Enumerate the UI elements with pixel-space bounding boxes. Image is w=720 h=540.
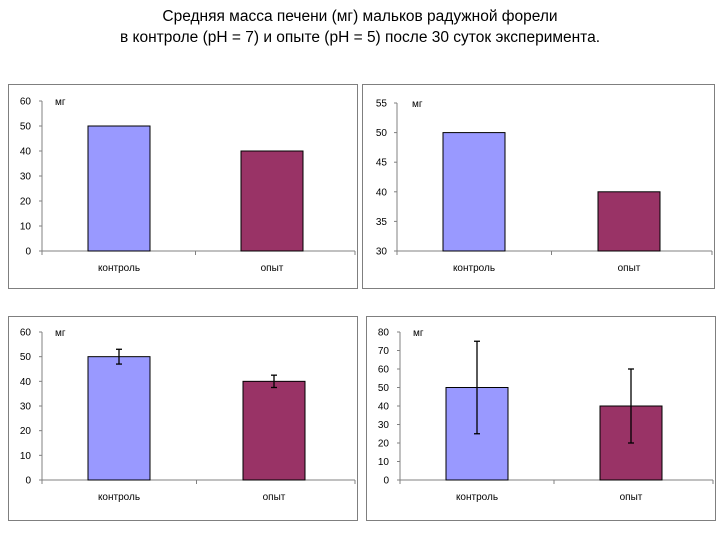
category-label: опыт bbox=[618, 263, 641, 274]
chart-panel-2: 30 35 40 45 50 55 мг контроль опыт bbox=[362, 84, 715, 289]
bar-experiment bbox=[240, 150, 304, 252]
y-tick-label: 30 bbox=[376, 247, 388, 258]
y-tick-label: 30 bbox=[20, 402, 32, 413]
y-tick-label: 60 bbox=[378, 365, 390, 376]
y-tick-label: 80 bbox=[378, 328, 390, 339]
y-tick-label: 40 bbox=[376, 187, 388, 198]
y-tick-label: 55 bbox=[376, 99, 388, 110]
category-label: контроль bbox=[98, 492, 140, 503]
chart-panel-4: 0 10 20 30 40 50 60 70 80 мг контроль опыт bbox=[366, 316, 716, 521]
category-label: контроль bbox=[453, 263, 495, 274]
y-tick-label: 45 bbox=[376, 158, 388, 169]
y-tick-label: 60 bbox=[20, 97, 32, 108]
y-tick-label: 40 bbox=[378, 402, 390, 413]
title-line-2: в контроле (pH = 7) и опыте (pH = 5) пос… bbox=[119, 29, 601, 46]
chart-1-svg: 0 10 20 30 40 50 60 мг контроль опыт bbox=[20, 97, 356, 274]
chart-2-svg: 30 35 40 45 50 55 мг контроль опыт bbox=[376, 99, 713, 274]
bar-experiment bbox=[597, 191, 661, 252]
y-tick-label: 20 bbox=[20, 426, 32, 437]
y-tick-label: 10 bbox=[378, 457, 390, 468]
y-tick-label: 50 bbox=[376, 128, 388, 139]
category-label: опыт bbox=[263, 492, 286, 503]
y-tick-label: 50 bbox=[20, 122, 32, 133]
category-label: контроль bbox=[98, 263, 140, 274]
y-tick-label: 40 bbox=[20, 377, 32, 388]
bar-control bbox=[87, 356, 151, 481]
y-tick-label: 10 bbox=[20, 222, 32, 233]
y-tick-label: 20 bbox=[378, 439, 390, 450]
bar-control bbox=[442, 132, 506, 252]
category-label: опыт bbox=[261, 263, 284, 274]
unit-label: мг bbox=[412, 99, 423, 110]
unit-label: мг bbox=[413, 328, 424, 339]
chart-3-svg: 0 10 20 30 40 50 60 мг контроль опыт bbox=[20, 328, 356, 503]
y-tick-label: 40 bbox=[20, 147, 32, 158]
y-tick-label: 0 bbox=[25, 247, 31, 258]
y-tick-label: 50 bbox=[20, 352, 32, 363]
y-tick-label: 30 bbox=[378, 420, 390, 431]
chart-title: Средняя масса печени (мг) мальков радужн… bbox=[0, 6, 720, 48]
chart-panel-1: 0 10 20 30 40 50 60 мг контроль опыт bbox=[8, 84, 358, 289]
category-label: опыт bbox=[620, 492, 643, 503]
y-tick-label: 50 bbox=[378, 383, 390, 394]
bar-experiment bbox=[242, 380, 306, 481]
bar-control bbox=[87, 125, 151, 252]
unit-label: мг bbox=[55, 97, 66, 108]
y-tick-label: 60 bbox=[20, 328, 32, 339]
y-tick-label: 70 bbox=[378, 346, 390, 357]
y-tick-label: 30 bbox=[20, 172, 32, 183]
unit-label: мг bbox=[55, 328, 66, 339]
y-tick-label: 0 bbox=[25, 476, 31, 487]
category-label: контроль bbox=[456, 492, 498, 503]
y-tick-label: 20 bbox=[20, 197, 32, 208]
chart-panel-3: 0 10 20 30 40 50 60 мг контроль опыт bbox=[8, 316, 358, 521]
y-tick-label: 0 bbox=[383, 476, 389, 487]
y-tick-label: 10 bbox=[20, 451, 32, 462]
title-line-1: Средняя масса печени (мг) мальков радужн… bbox=[162, 8, 558, 25]
y-tick-label: 35 bbox=[376, 217, 388, 228]
chart-4-svg: 0 10 20 30 40 50 60 70 80 мг контроль опыт bbox=[378, 328, 714, 503]
